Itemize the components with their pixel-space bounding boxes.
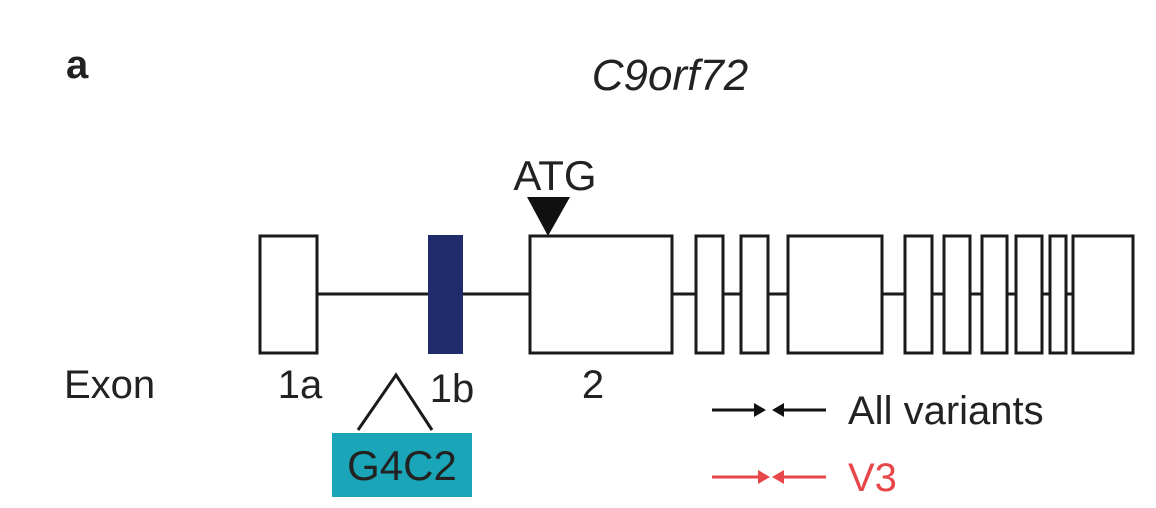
legend-all-variants: All variants	[712, 389, 1044, 433]
exon-8	[980, 234, 1009, 355]
repeat-label: G4C2	[347, 442, 457, 489]
exon-11	[1071, 234, 1135, 355]
legend-all-right-arrowhead	[754, 403, 766, 417]
panel-label: a	[66, 43, 89, 87]
exon-9	[1014, 234, 1044, 355]
exon-1a	[258, 234, 319, 355]
legend-v3-right-arrowhead	[758, 470, 770, 484]
exon-4	[739, 234, 770, 355]
legend-all-left-arrowhead	[772, 403, 784, 417]
exon-label-2: 2	[582, 363, 604, 407]
gene-title: C9orf72	[592, 51, 749, 100]
repeat-insertion-caret	[356, 372, 434, 431]
legend-all-variants-label: All variants	[848, 389, 1044, 433]
exon-5	[786, 234, 884, 355]
exon-7	[942, 234, 972, 355]
exon-label-1a: 1a	[278, 363, 323, 407]
exon-6	[903, 234, 934, 355]
exon-3	[694, 234, 725, 355]
legend-v3: V3	[712, 456, 897, 500]
repeat-highlight	[332, 433, 472, 497]
legend-v3-left-arrowhead	[772, 470, 784, 484]
atg-arrowhead	[527, 197, 570, 236]
exon-2	[528, 234, 674, 355]
exon-label-1b: 1b	[430, 367, 475, 411]
legend-v3-label: V3	[848, 456, 897, 500]
exon-1b	[428, 235, 463, 354]
exon-10	[1048, 234, 1068, 355]
exon-row-label: Exon	[64, 363, 155, 407]
atg-label: ATG	[513, 152, 596, 199]
